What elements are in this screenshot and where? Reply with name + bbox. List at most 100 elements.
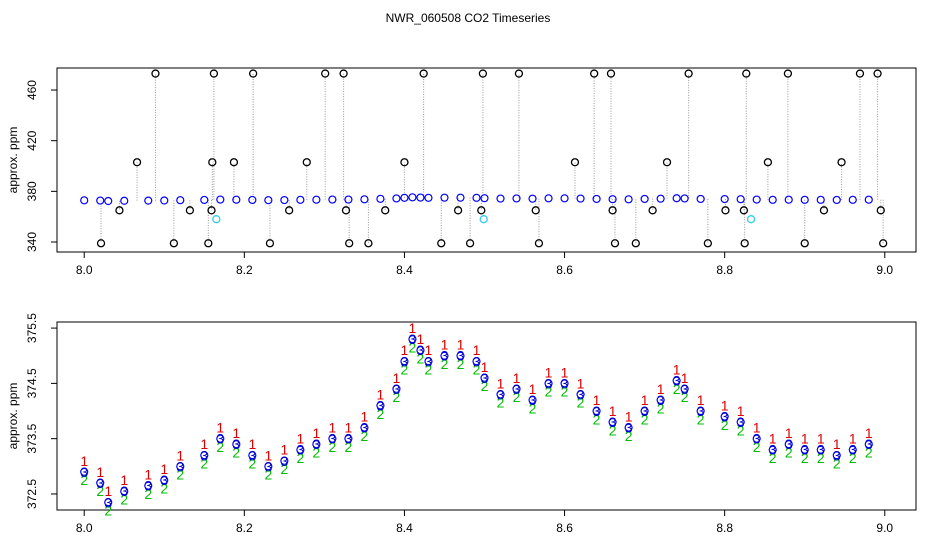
series-digit: 1: [312, 425, 320, 441]
series-digit: 1: [104, 483, 112, 499]
series-digit: 3: [681, 381, 689, 397]
baseline-point: [680, 194, 689, 203]
series-digit: 3: [673, 373, 681, 389]
series-digit: 2: [441, 356, 449, 372]
series-digit: 1: [673, 362, 681, 378]
mean-point: [416, 346, 425, 355]
series-digit: 3: [96, 475, 104, 491]
mean-point: [560, 379, 569, 388]
series-digit: 2: [545, 384, 553, 400]
series-digit: 3: [80, 464, 88, 480]
y-axis-label: approx. ppm: [6, 383, 20, 450]
series-digit: 2: [481, 378, 489, 394]
series-digit: 3: [120, 483, 128, 499]
baseline-point: [416, 193, 425, 202]
mean-point: [720, 412, 729, 421]
series-digit: 2: [497, 395, 505, 411]
series-digit: 3: [801, 442, 809, 458]
mean-point: [640, 406, 649, 416]
series-digit: 1: [577, 375, 585, 391]
baseline-point: [624, 195, 633, 204]
mean-point: [200, 451, 209, 460]
outlier-point: [879, 239, 888, 248]
mean-point: [216, 434, 225, 443]
series-digit: 1: [232, 425, 240, 441]
mean-point: [624, 423, 633, 432]
outlier-point: [169, 239, 179, 248]
series-digit: 1: [361, 409, 369, 425]
baseline-point: [216, 195, 225, 204]
mean-point: [160, 476, 169, 485]
series-digit: 1: [849, 431, 857, 447]
outlier-point: [419, 69, 428, 78]
series-digit: 3: [393, 381, 401, 397]
series-digit: 2: [473, 362, 481, 378]
baseline-point: [608, 195, 617, 204]
series-digit: 3: [248, 447, 256, 463]
baseline-point: [800, 195, 809, 204]
mean-point: [816, 445, 825, 454]
series-digit: 1: [697, 392, 705, 408]
x-tick-label: 8.6: [556, 521, 573, 535]
series-digit: 3: [361, 420, 369, 436]
series-digit: 1: [513, 370, 521, 386]
baseline-point: [592, 194, 601, 204]
series-digit: 1: [248, 436, 256, 452]
baseline-point: [512, 194, 521, 203]
series-digit: 2: [409, 339, 417, 355]
series-digit: 3: [817, 442, 825, 458]
series-digit: 1: [817, 431, 825, 447]
baseline-point: [544, 194, 553, 203]
series-digit: 2: [216, 439, 224, 455]
y-tick-label: 420: [25, 130, 39, 150]
mean-point: [848, 445, 857, 454]
mean-point: [392, 384, 401, 394]
baseline-point: [144, 196, 153, 205]
series-digit: 1: [529, 381, 537, 397]
outlier-point: [876, 206, 885, 215]
series-digit: 1: [417, 331, 425, 347]
series-digit: 3: [609, 414, 617, 430]
series-digit: 3: [160, 472, 168, 488]
outlier-point: [800, 239, 809, 248]
baseline-point: [736, 195, 745, 204]
series-digit: 1: [785, 425, 793, 441]
baseline-point: [656, 194, 665, 203]
series-digit: 2: [232, 444, 240, 460]
baseline-point: [232, 195, 241, 204]
baseline-point: [456, 193, 465, 202]
outlier-point: [185, 206, 195, 215]
baseline-point: [528, 194, 537, 203]
series-digit: 2: [401, 362, 409, 378]
plot-frame: [56, 321, 917, 511]
outlier-point: [703, 239, 713, 248]
outlier-point: [209, 69, 219, 78]
outlier-point: [783, 69, 793, 78]
y-tick-label: 380: [25, 181, 39, 201]
series-digit: 3: [593, 403, 601, 419]
series-digit: 3: [409, 331, 417, 347]
series-digit: 1: [425, 342, 433, 358]
series-digit: 1: [769, 431, 777, 447]
mean-point: [440, 351, 449, 360]
series-digit: 3: [481, 370, 489, 386]
x-tick-label: 8.0: [76, 263, 93, 277]
outlier-point: [132, 158, 142, 167]
series-digit: 1: [176, 447, 184, 463]
outlier-point: [207, 206, 216, 215]
series-digit: 1: [160, 461, 168, 477]
series-digit: 2: [849, 450, 857, 466]
outlier-point: [648, 206, 657, 215]
series-digit: 2: [280, 461, 288, 477]
y-tick-label: 373.5: [25, 423, 39, 453]
series-digit: 1: [457, 337, 465, 353]
baseline-point: [248, 195, 257, 205]
x-tick-label: 8.8: [716, 521, 733, 535]
series-digit: 2: [200, 456, 208, 472]
outlier-point: [742, 69, 751, 78]
outlier-point: [321, 69, 330, 78]
baseline-point: [264, 196, 273, 205]
mean-point: [328, 434, 337, 443]
